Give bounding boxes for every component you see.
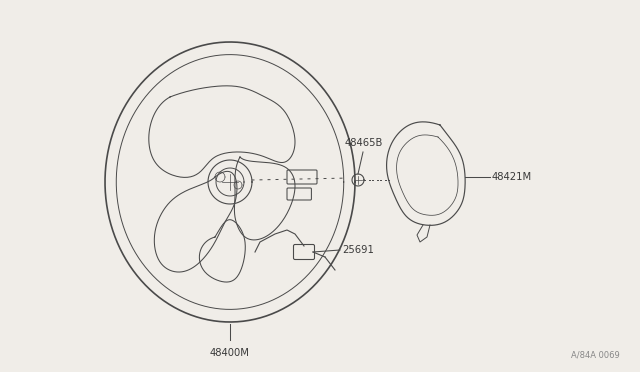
Text: 48465B: 48465B bbox=[345, 138, 383, 148]
Text: A/84A 0069: A/84A 0069 bbox=[572, 351, 620, 360]
Text: 48400M: 48400M bbox=[210, 348, 250, 358]
Text: 48421M: 48421M bbox=[492, 172, 532, 182]
Text: 25691: 25691 bbox=[342, 245, 374, 255]
